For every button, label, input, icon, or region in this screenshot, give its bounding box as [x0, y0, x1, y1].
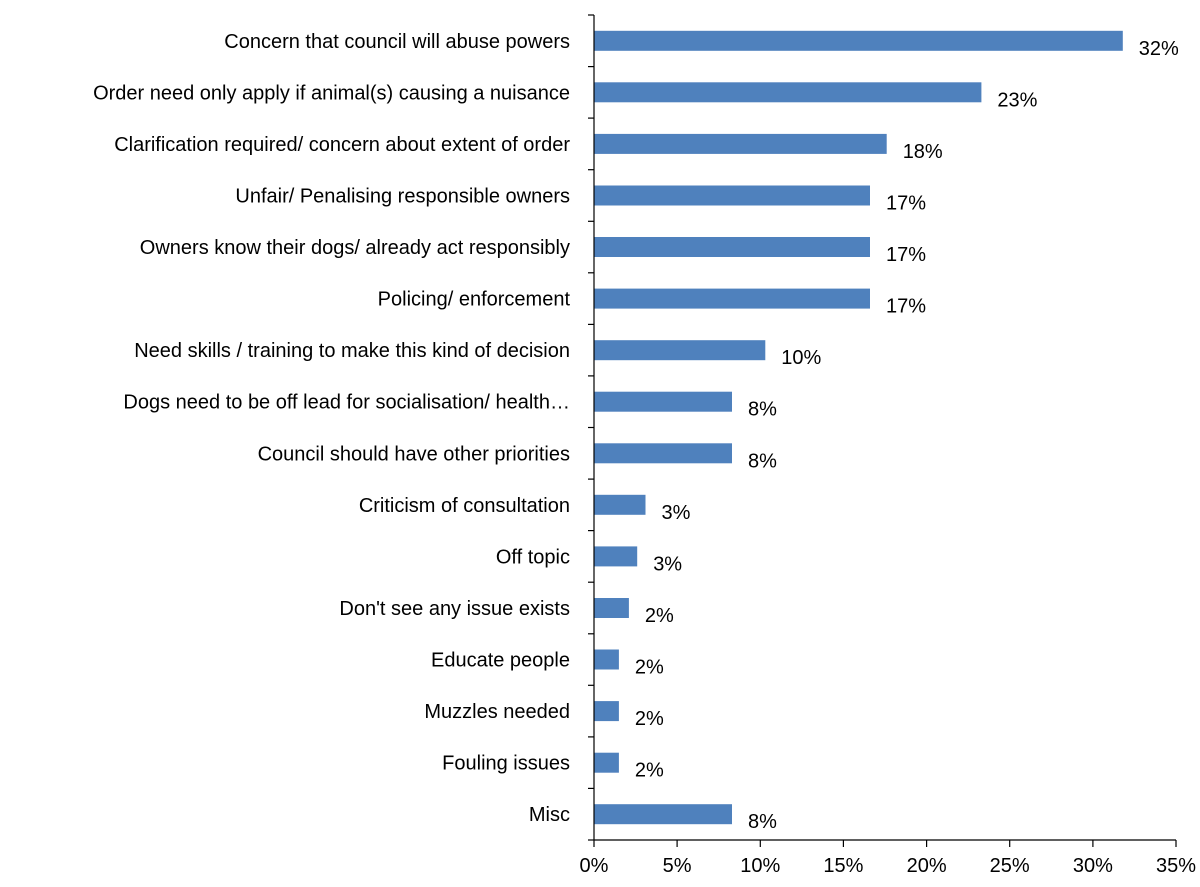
bar: [594, 133, 887, 154]
bar: [594, 546, 638, 567]
category-label: Criticism of consultation: [359, 495, 570, 517]
axis-layer: 0% 5% 10% 15% 20% 25% 30% 35%: [580, 14, 1196, 877]
category-label: Council should have other priorities: [258, 443, 570, 465]
data-labels-layer: 32% 23% 18% 17% 17% 17% 10% 8% 8% 3% 3% 2% 2% 2% 2% 8%: [635, 38, 1179, 833]
bar: [594, 237, 870, 257]
category-label: Dogs need to be off lead for socialisati…: [123, 392, 570, 414]
data-label: 18%: [903, 141, 943, 163]
x-tick-label: 15%: [823, 855, 863, 877]
data-label: 10%: [781, 347, 821, 369]
data-label: 2%: [635, 708, 664, 730]
bar: [594, 804, 732, 825]
bar: [594, 598, 629, 618]
category-labels-layer: Concern that council will abuse powers Or…: [93, 31, 570, 826]
bar: [594, 288, 870, 309]
data-label: 8%: [748, 811, 777, 833]
x-tick-label: 0%: [580, 855, 609, 877]
category-label: Policing/ enforcement: [378, 289, 571, 311]
data-label: 23%: [997, 89, 1037, 111]
x-tick-label: 25%: [990, 855, 1030, 877]
category-label: Misc: [529, 804, 570, 826]
bar: [594, 494, 646, 515]
category-label: Concern that council will abuse powers: [224, 31, 570, 53]
category-label: Off topic: [496, 546, 570, 568]
category-label: Clarification required/ concern about ex…: [114, 134, 570, 156]
x-tick-label: 35%: [1156, 855, 1196, 877]
bar: [594, 30, 1123, 51]
bars-layer: [594, 30, 1123, 825]
bar: [594, 82, 982, 103]
category-label: Order need only apply if animal(s) causi…: [93, 82, 570, 104]
x-tick-label: 5%: [663, 855, 692, 877]
category-label: Fouling issues: [442, 753, 570, 775]
x-tick-label: 20%: [907, 855, 947, 877]
data-label: 3%: [653, 553, 682, 575]
category-label: Muzzles needed: [424, 701, 570, 723]
category-label: Unfair/ Penalising responsible owners: [235, 186, 570, 208]
data-label: 8%: [748, 399, 777, 421]
data-label: 8%: [748, 450, 777, 472]
data-label: 2%: [635, 760, 664, 782]
bar: [594, 185, 870, 206]
bar: [594, 701, 619, 722]
data-label: 17%: [886, 193, 926, 215]
data-label: 2%: [645, 605, 674, 627]
x-tick-label: 30%: [1073, 855, 1113, 877]
data-label: 32%: [1139, 38, 1179, 60]
data-label: 17%: [886, 244, 926, 266]
bar: [594, 391, 732, 412]
data-label: 17%: [886, 296, 926, 318]
x-tick-label: 10%: [740, 855, 780, 877]
category-label: Don't see any issue exists: [339, 598, 570, 620]
category-label: Need skills / training to make this kind…: [134, 340, 570, 362]
data-label: 3%: [662, 502, 691, 524]
data-label: 2%: [635, 657, 664, 679]
bar: [594, 443, 732, 464]
bar: [594, 752, 619, 773]
category-label: Educate people: [431, 650, 570, 672]
category-label: Owners know their dogs/ already act resp…: [140, 237, 570, 259]
bar: [594, 649, 619, 670]
bar: [594, 340, 766, 361]
